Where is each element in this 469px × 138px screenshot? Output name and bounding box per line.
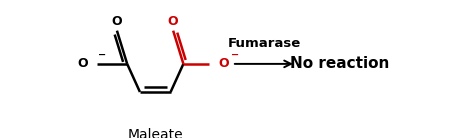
Text: Maleate: Maleate (128, 128, 183, 138)
Text: O: O (112, 15, 122, 28)
Text: −: − (98, 50, 106, 60)
Text: −: − (231, 50, 239, 60)
Text: No reaction: No reaction (289, 56, 389, 71)
Text: O: O (168, 15, 179, 28)
Text: O: O (77, 57, 88, 70)
Text: Fumarase: Fumarase (227, 37, 301, 50)
Text: O: O (218, 57, 228, 70)
